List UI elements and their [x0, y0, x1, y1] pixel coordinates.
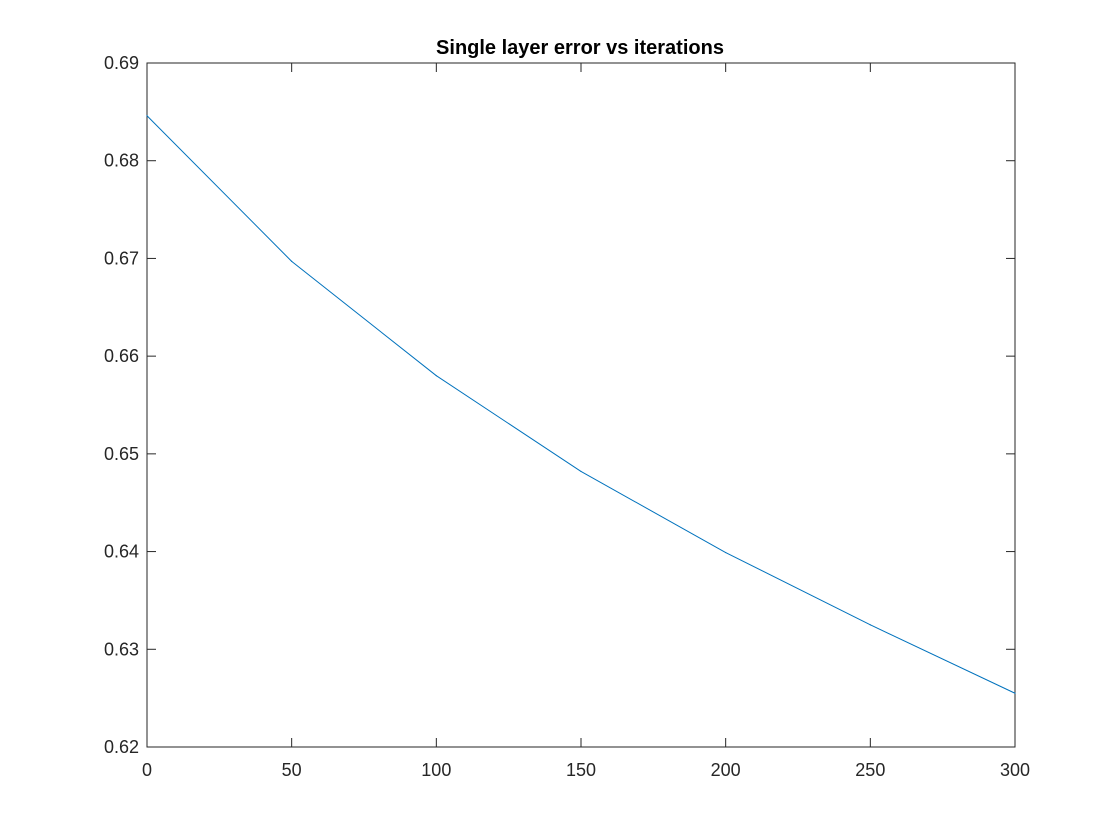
- data-point: [291, 260, 293, 262]
- data-point: [580, 470, 582, 473]
- data-point: [869, 624, 871, 626]
- y-tick-label: 0.62: [104, 737, 139, 757]
- x-tick-label: 100: [421, 760, 451, 780]
- x-tick-label: 0: [142, 760, 152, 780]
- chart-title: Single layer error vs iterations: [436, 37, 724, 59]
- plot-area: [146, 62, 1016, 748]
- y-tick-label: 0.68: [104, 151, 139, 171]
- y-tick-label: 0.66: [104, 346, 139, 366]
- y-tick-label: 0.64: [104, 542, 139, 562]
- data-point: [1014, 692, 1016, 694]
- axis-ticks: [146, 62, 1016, 748]
- x-tick-label: 50: [282, 760, 302, 780]
- y-tick-label: 0.67: [104, 248, 139, 268]
- data-point: [146, 115, 148, 117]
- y-tick-label: 0.63: [104, 639, 139, 659]
- x-tick-label: 150: [566, 760, 596, 780]
- data-point: [725, 551, 727, 554]
- x-tick-label: 300: [1000, 760, 1030, 780]
- x-tick-label: 250: [855, 760, 885, 780]
- data-series: [146, 115, 1016, 694]
- y-tick-label: 0.69: [104, 53, 139, 73]
- axis-tick-labels: 0 50 100 150 200 250 300 0.62 0.63 0.64 0.65 0.66 0.…: [104, 53, 1030, 780]
- y-tick-label: 0.65: [104, 444, 139, 464]
- x-tick-label: 200: [711, 760, 741, 780]
- data-point: [435, 375, 437, 377]
